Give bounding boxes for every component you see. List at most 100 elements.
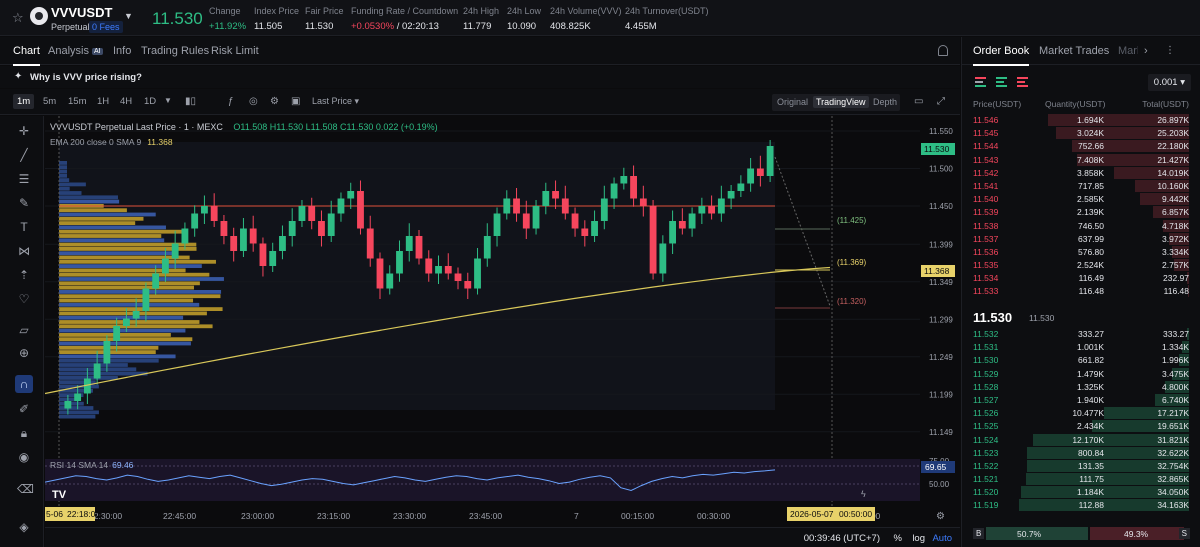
ask-row[interactable]: 11.541 717.85 10.160K bbox=[962, 179, 1200, 193]
chevron-right-icon[interactable]: › bbox=[1144, 45, 1148, 57]
layers-icon[interactable]: ◈ bbox=[19, 520, 29, 534]
ask-row[interactable]: 11.537 637.99 3.972K bbox=[962, 232, 1200, 246]
view-tradingview[interactable]: TradingView bbox=[813, 96, 869, 108]
magnet-icon[interactable]: ∩ bbox=[15, 375, 33, 393]
bid-row[interactable]: 11.531 1.001K 1.334K bbox=[962, 341, 1200, 354]
camera-icon[interactable]: ▣ bbox=[291, 96, 301, 107]
price-chart[interactable]: (11.425) (11.369) (11.320) TV ϟ 11.550 11… bbox=[44, 116, 960, 547]
candle-type-icon[interactable]: ▮▯ bbox=[185, 96, 197, 107]
price-axis[interactable]: 11.550 11.500 11.450 11.399 11.349 11.299 11.2… bbox=[929, 127, 953, 437]
ruler-icon[interactable]: ▱ bbox=[19, 323, 29, 337]
why-rising-text[interactable]: Why is VVV price rising? bbox=[30, 72, 142, 83]
log-toggle[interactable]: log bbox=[912, 533, 925, 544]
tab-order-book[interactable]: Order Book bbox=[973, 45, 1030, 66]
ask-row[interactable]: 11.535 2.524K 2.757K bbox=[962, 259, 1200, 272]
ask-row[interactable]: 11.533 116.48 116.48 bbox=[962, 285, 1200, 298]
tab-market-trades[interactable]: Market Trades bbox=[1039, 45, 1110, 57]
timeframe-1m[interactable]: 1m bbox=[13, 94, 35, 109]
tab-chart[interactable]: Chart bbox=[13, 45, 40, 66]
ask-row[interactable]: 11.546 1.694K 26.897K bbox=[962, 114, 1200, 127]
time-axis-tick: 23:30:00 bbox=[393, 511, 426, 521]
forecast-icon[interactable]: ⇡ bbox=[18, 268, 30, 282]
bid-row[interactable]: 11.525 2.434K 19.651K bbox=[962, 420, 1200, 433]
view-depth[interactable]: Depth bbox=[873, 97, 898, 107]
more-icon[interactable]: ⋮ bbox=[1165, 45, 1175, 56]
candle bbox=[649, 206, 657, 274]
zoom-in-icon[interactable]: ⊕ bbox=[18, 346, 30, 360]
bid-total: 19.651K bbox=[1157, 421, 1189, 432]
tab-analysis[interactable]: Analysis AI bbox=[48, 45, 103, 57]
fullscreen-icon[interactable]: ⤢ bbox=[937, 96, 945, 107]
trend-line-icon[interactable]: ╱ bbox=[20, 148, 28, 162]
ask-row[interactable]: 11.536 576.80 3.334K bbox=[962, 245, 1200, 259]
ask-row[interactable]: 11.545 3.024K 25.203K bbox=[962, 127, 1200, 140]
timeframe-chevron-down-icon[interactable]: ▼ bbox=[164, 96, 172, 105]
bid-row[interactable]: 11.522 131.35 32.754K bbox=[962, 459, 1200, 473]
heart-icon[interactable]: ♡ bbox=[18, 292, 30, 306]
tab-info[interactable]: Info bbox=[113, 45, 132, 57]
indicator-fx-icon[interactable]: ƒ bbox=[228, 96, 234, 107]
timeframe-5m[interactable]: 5m bbox=[43, 96, 57, 107]
percent-toggle[interactable]: % bbox=[893, 533, 902, 544]
symbol-name[interactable]: VVVUSDT bbox=[51, 5, 113, 20]
axis-settings-gear-icon[interactable]: ⚙ bbox=[936, 511, 945, 522]
ask-row[interactable]: 11.543 7.408K 21.427K bbox=[962, 153, 1200, 167]
price-type-select[interactable]: Last Price ▾ bbox=[312, 96, 360, 106]
crosshair-icon[interactable]: ✛ bbox=[18, 124, 30, 138]
bid-row[interactable]: 11.520 1.184K 34.050K bbox=[962, 486, 1200, 499]
auto-toggle[interactable]: Auto bbox=[932, 533, 952, 544]
lock-icon[interactable]: 🔒︎ bbox=[20, 426, 28, 440]
stat-funding-rate[interactable]: Funding Rate / Countdown +0.0530% / 02:2… bbox=[351, 6, 459, 32]
chart-canvas[interactable]: (11.425) (11.369) (11.320) TV ϟ 11.55011… bbox=[44, 116, 960, 527]
bid-row[interactable]: 11.524 12.170K 31.821K bbox=[962, 433, 1200, 447]
layout-icon[interactable]: ▭ bbox=[914, 96, 924, 107]
stat-24h-high: 24h High 11.779 bbox=[463, 6, 500, 32]
candle bbox=[532, 206, 540, 229]
layout-both-icon[interactable] bbox=[975, 77, 986, 87]
pattern-icon[interactable]: ⋈ bbox=[18, 244, 30, 258]
favorite-star-icon[interactable]: ☆ bbox=[12, 10, 24, 25]
timeframe-1h[interactable]: 1H bbox=[97, 96, 110, 107]
eye-icon[interactable]: ◉ bbox=[18, 450, 30, 464]
templates-icon[interactable]: ◎ bbox=[249, 96, 258, 107]
trash-icon[interactable]: ⌫ bbox=[17, 482, 34, 496]
bid-price: 11.520 bbox=[973, 487, 999, 498]
layout-bids-icon[interactable] bbox=[996, 77, 1007, 87]
fib-lines-icon[interactable]: ☰ bbox=[18, 172, 30, 186]
tab-risk-limit[interactable]: Risk Limit bbox=[211, 45, 259, 57]
bid-row[interactable]: 11.521 111.75 32.865K bbox=[962, 473, 1200, 486]
utc-clock[interactable]: 00:39:46 (UTC+7) bbox=[803, 533, 880, 544]
ask-row[interactable]: 11.542 3.858K 14.019K bbox=[962, 166, 1200, 180]
bid-row[interactable]: 11.523 800.84 32.622K bbox=[962, 446, 1200, 460]
timeframe-15m[interactable]: 15m bbox=[68, 96, 87, 107]
bid-row[interactable]: 11.527 1.940K 6.740K bbox=[962, 393, 1200, 407]
bid-row[interactable]: 11.526 10.477K 17.217K bbox=[962, 407, 1200, 420]
lightning-icon[interactable]: ϟ bbox=[861, 489, 866, 499]
tab-trading-rules[interactable]: Trading Rules bbox=[141, 45, 210, 57]
layout-asks-icon[interactable] bbox=[1017, 77, 1028, 87]
candle bbox=[308, 206, 316, 221]
ask-row[interactable]: 11.539 2.139K 6.857K bbox=[962, 206, 1200, 219]
brush-icon[interactable]: ✎ bbox=[18, 196, 30, 210]
bid-row[interactable]: 11.528 1.325K 4.800K bbox=[962, 380, 1200, 394]
ask-row[interactable]: 11.540 2.585K 9.442K bbox=[962, 193, 1200, 206]
ask-row[interactable]: 11.538 746.50 4.718K bbox=[962, 219, 1200, 233]
text-tool-icon[interactable]: T bbox=[20, 220, 28, 234]
symbol-dropdown-chevron-down-icon[interactable]: ▼ bbox=[124, 11, 133, 21]
bid-row[interactable]: 11.532 333.27 333.27 bbox=[962, 328, 1200, 341]
precision-select[interactable]: 0.001 ▾ bbox=[1147, 74, 1191, 91]
time-axis[interactable]: 22:30:00 22:45:00 23:00:00 23:15:00 23:30:00… bbox=[89, 511, 881, 521]
view-original[interactable]: Original bbox=[777, 97, 809, 107]
settings-gear-icon[interactable]: ⚙ bbox=[270, 96, 279, 107]
why-rising-banner[interactable]: ✦ Why is VVV price rising? bbox=[0, 66, 960, 88]
timeframe-1d[interactable]: 1D bbox=[144, 96, 157, 107]
bid-row[interactable]: 11.530 661.82 1.996K bbox=[962, 354, 1200, 367]
draw-lock-pen-icon[interactable]: ✐ bbox=[18, 402, 30, 416]
timeframe-4h[interactable]: 4H bbox=[120, 96, 133, 107]
bid-row[interactable]: 11.529 1.479K 3.475K bbox=[962, 367, 1200, 381]
tab-mark[interactable]: Mark bbox=[1118, 45, 1138, 57]
ask-row[interactable]: 11.534 116.49 232.97 bbox=[962, 272, 1200, 285]
ask-row[interactable]: 11.544 752.66 22.180K bbox=[962, 140, 1200, 153]
bid-row[interactable]: 11.519 112.88 34.163K bbox=[962, 499, 1200, 512]
bell-icon[interactable] bbox=[938, 45, 948, 56]
